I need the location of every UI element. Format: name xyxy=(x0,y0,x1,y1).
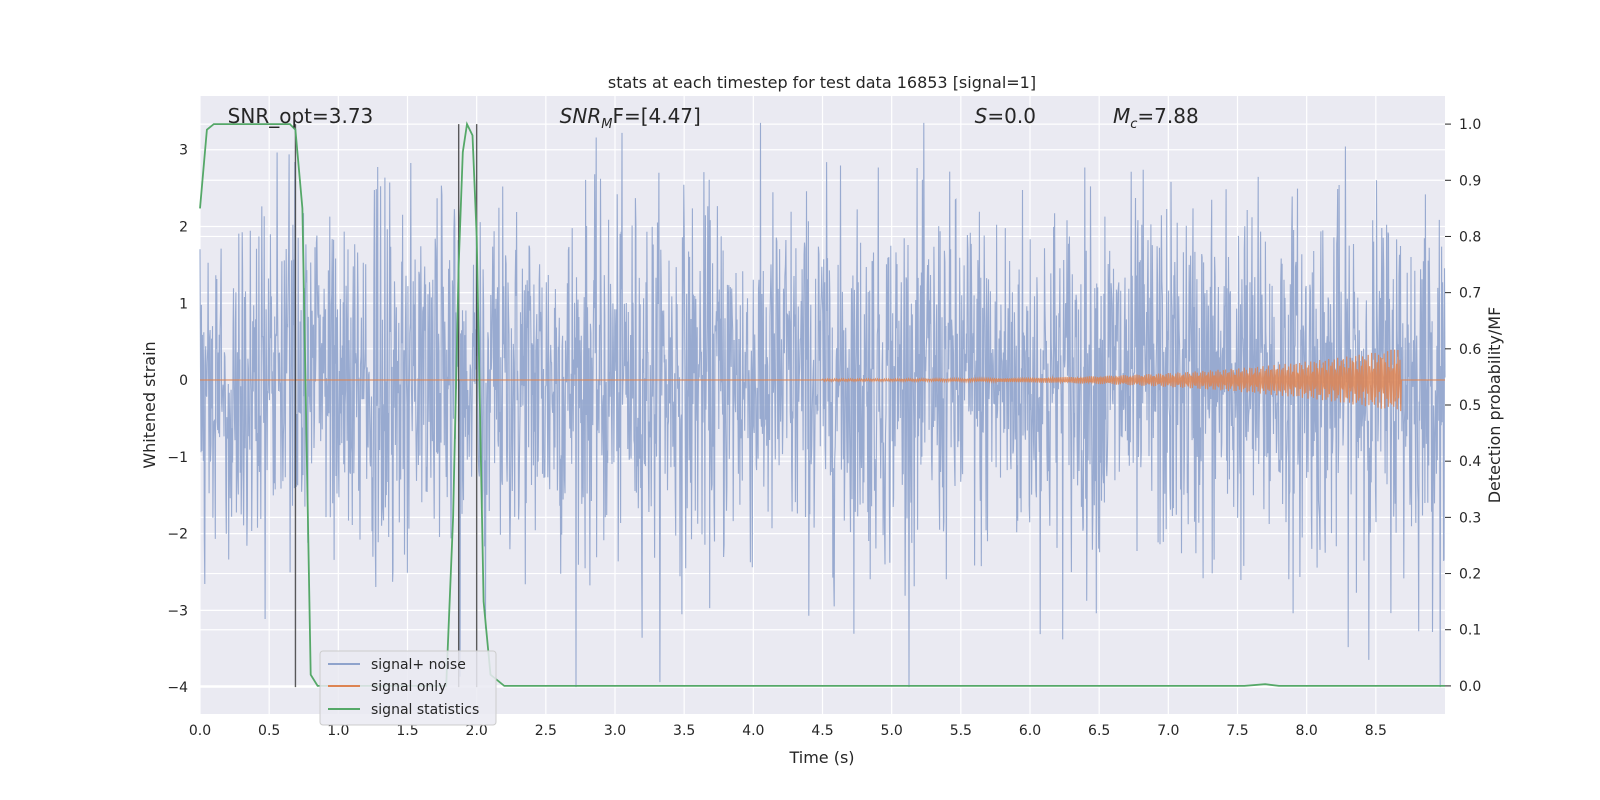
y-right-axis-label: Detection probability/MF xyxy=(1485,307,1504,504)
x-tick-label: 5.0 xyxy=(881,723,903,739)
y-tick-label: −4 xyxy=(167,680,188,696)
grid-lines xyxy=(199,96,1445,714)
x-tick-labels: 0.0 0.5 1.0 1.5 2.0 2.5 3.0 3.5 4.0 4.5 5.0 5.5 6.0 6… xyxy=(189,723,1387,739)
y-tick-label: 2 xyxy=(179,220,188,236)
x-tick-label: 8.0 xyxy=(1296,723,1318,739)
y-tick-label: −2 xyxy=(167,527,188,543)
x-tick-label: 0.5 xyxy=(258,723,280,739)
y-right-tick-label: 0.7 xyxy=(1459,286,1481,302)
signal-line xyxy=(200,349,1445,412)
annotation-text: SNR_opt=3.73 xyxy=(228,104,374,128)
x-tick-label: 0.0 xyxy=(189,723,211,739)
y-right-tick-label: 0.9 xyxy=(1459,173,1481,189)
y-right-tick-label: 0.2 xyxy=(1459,567,1481,583)
y-right-tick-label: 0.5 xyxy=(1459,398,1481,414)
x-tick-label: 3.5 xyxy=(673,723,695,739)
x-tick-label: 2.5 xyxy=(535,723,557,739)
x-tick-label: 3.0 xyxy=(604,723,626,739)
y-tick-label: −3 xyxy=(167,603,188,619)
x-tick-label: 2.0 xyxy=(466,723,488,739)
y-right-tick-label: 0.8 xyxy=(1459,229,1481,245)
annotation-text: S=0.0 xyxy=(975,104,1036,128)
y-axis-label: Whitened strain xyxy=(140,341,159,468)
y-tick-label: −1 xyxy=(167,450,188,466)
y-right-tick-label: 0.6 xyxy=(1459,342,1481,358)
y-right-tick-label: 0.4 xyxy=(1459,454,1481,470)
x-tick-label: 8.5 xyxy=(1365,723,1387,739)
legend-box xyxy=(319,650,497,726)
x-tick-label: 6.5 xyxy=(1088,723,1110,739)
legend: signal+ noise signal only signal statist… xyxy=(319,650,497,726)
y-tick-label: 3 xyxy=(179,143,188,159)
annotation-text: Mc=7.88 xyxy=(1113,104,1199,132)
y-tick-label: 1 xyxy=(179,296,188,312)
x-tick-label: 1.5 xyxy=(396,723,418,739)
stats-series xyxy=(199,121,1445,687)
y-right-tick-label: 1.0 xyxy=(1459,117,1481,133)
y-tick-labels: −4 −3 −2 −1 0 1 2 3 xyxy=(167,143,188,696)
legend-label-noise: signal+ noise xyxy=(371,657,466,673)
chart-title: stats at each timestep for test data 168… xyxy=(608,73,1036,92)
x-tick-label: 4.0 xyxy=(742,723,764,739)
y-right-tick-label: 0.3 xyxy=(1459,510,1481,526)
legend-label-signal: signal only xyxy=(371,679,446,695)
noise-line xyxy=(199,122,1446,688)
signal-series xyxy=(200,349,1445,412)
annotation-text: SNRMF=[4.47] xyxy=(560,104,701,132)
x-tick-label: 6.0 xyxy=(1019,723,1041,739)
x-tick-label: 7.5 xyxy=(1226,723,1248,739)
y-right-tick-label: 0.1 xyxy=(1459,623,1481,639)
y-right-tick-labels: 0.0 0.1 0.2 0.3 0.4 0.5 0.6 0.7 0.8 0.9 1.0 xyxy=(1445,117,1481,695)
stats-line xyxy=(199,121,1445,687)
legend-label-stats: signal statistics xyxy=(371,702,479,718)
annotations: SNR_opt=3.73 SNRMF=[4.47] S=0.0 Mc=7.88 xyxy=(228,104,1199,132)
y-tick-label: 0 xyxy=(179,373,188,389)
y-right-tick-label: 0.0 xyxy=(1459,679,1481,695)
noise-series xyxy=(199,122,1446,688)
x-tick-label: 4.5 xyxy=(811,723,833,739)
x-tick-label: 7.0 xyxy=(1157,723,1179,739)
x-tick-label: 1.0 xyxy=(327,723,349,739)
x-axis-label: Time (s) xyxy=(788,748,854,767)
x-tick-label: 5.5 xyxy=(950,723,972,739)
